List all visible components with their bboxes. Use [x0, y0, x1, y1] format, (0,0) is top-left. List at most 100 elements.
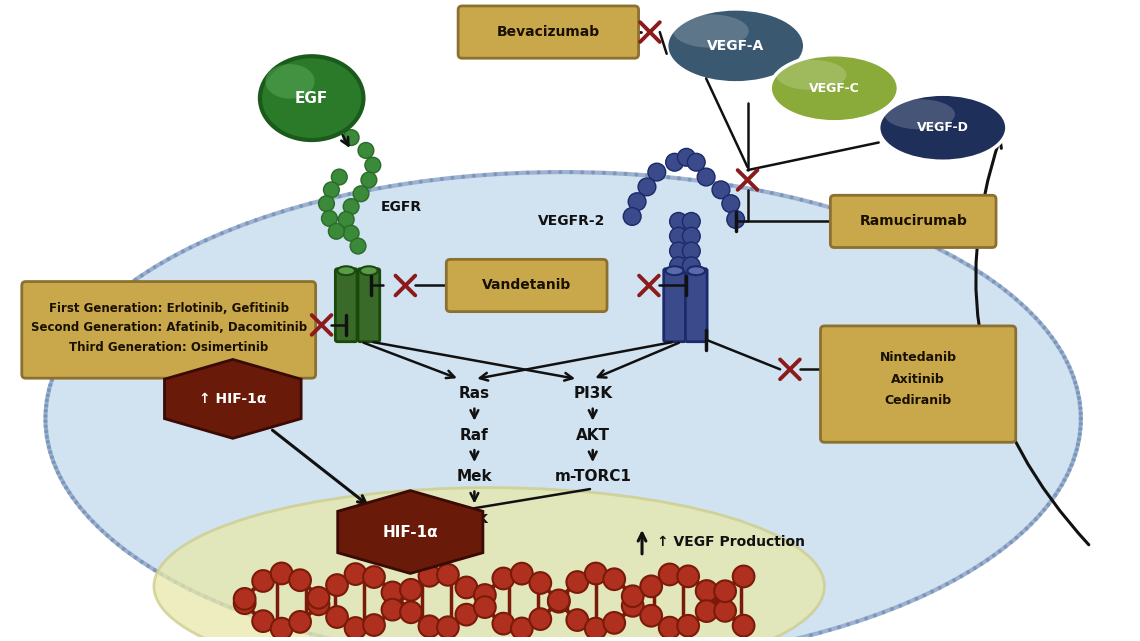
Circle shape	[166, 257, 171, 261]
Circle shape	[677, 565, 699, 587]
Circle shape	[1015, 297, 1018, 301]
Circle shape	[959, 574, 963, 578]
Circle shape	[603, 569, 625, 590]
Circle shape	[1009, 293, 1013, 297]
Circle shape	[48, 383, 52, 387]
Circle shape	[898, 604, 902, 608]
Circle shape	[96, 524, 99, 528]
Circle shape	[50, 378, 54, 382]
Circle shape	[343, 129, 359, 146]
Circle shape	[220, 602, 223, 606]
Circle shape	[71, 338, 74, 342]
Circle shape	[270, 618, 293, 640]
Circle shape	[669, 228, 687, 245]
Circle shape	[1057, 488, 1060, 492]
Circle shape	[979, 562, 984, 566]
Circle shape	[82, 510, 86, 514]
Circle shape	[318, 635, 323, 638]
Circle shape	[1034, 517, 1037, 521]
Circle shape	[1025, 527, 1028, 531]
Circle shape	[730, 183, 733, 187]
Circle shape	[290, 569, 311, 591]
Circle shape	[669, 242, 687, 260]
Circle shape	[96, 309, 99, 313]
Circle shape	[677, 176, 681, 180]
Circle shape	[569, 170, 573, 174]
Circle shape	[367, 188, 372, 192]
Circle shape	[760, 189, 764, 193]
Circle shape	[914, 597, 919, 601]
Circle shape	[262, 215, 267, 219]
Circle shape	[196, 242, 200, 246]
FancyBboxPatch shape	[821, 326, 1016, 442]
Circle shape	[262, 618, 267, 622]
Circle shape	[237, 609, 241, 613]
Circle shape	[408, 181, 413, 185]
Circle shape	[603, 612, 625, 634]
Circle shape	[809, 633, 813, 637]
Circle shape	[945, 251, 948, 255]
Circle shape	[952, 255, 956, 259]
Circle shape	[709, 180, 712, 184]
Circle shape	[624, 208, 641, 226]
Circle shape	[1057, 345, 1060, 349]
Circle shape	[54, 465, 58, 469]
Circle shape	[1019, 531, 1024, 535]
Circle shape	[364, 566, 385, 588]
Ellipse shape	[885, 99, 955, 129]
Circle shape	[559, 170, 562, 174]
Circle shape	[153, 265, 157, 269]
Text: Vandetanib: Vandetanib	[482, 278, 571, 292]
Circle shape	[220, 231, 223, 235]
Polygon shape	[164, 360, 301, 438]
Circle shape	[474, 596, 496, 618]
Circle shape	[770, 191, 774, 195]
Circle shape	[1078, 417, 1083, 420]
Circle shape	[234, 592, 255, 614]
Circle shape	[46, 440, 50, 444]
Text: PI3K: PI3K	[573, 387, 612, 401]
Circle shape	[116, 542, 120, 547]
Circle shape	[365, 157, 381, 173]
Text: Mek: Mek	[457, 469, 492, 485]
Text: Ras: Ras	[458, 387, 490, 401]
Circle shape	[67, 343, 72, 347]
Circle shape	[146, 564, 150, 568]
Circle shape	[318, 199, 323, 203]
Circle shape	[585, 563, 606, 585]
Circle shape	[1062, 478, 1066, 482]
Circle shape	[343, 226, 359, 241]
Circle shape	[1065, 473, 1069, 477]
Circle shape	[809, 200, 813, 204]
Ellipse shape	[879, 94, 1007, 162]
Circle shape	[972, 566, 977, 570]
Circle shape	[400, 579, 422, 601]
Circle shape	[47, 445, 51, 449]
Circle shape	[1060, 483, 1064, 487]
Circle shape	[450, 176, 455, 179]
Circle shape	[437, 564, 458, 586]
Circle shape	[290, 627, 294, 631]
Circle shape	[166, 576, 171, 580]
Circle shape	[733, 615, 755, 637]
Circle shape	[1073, 381, 1077, 385]
Circle shape	[116, 291, 120, 295]
Circle shape	[529, 608, 551, 630]
Circle shape	[332, 169, 348, 185]
Circle shape	[780, 193, 784, 197]
Circle shape	[641, 576, 662, 597]
Circle shape	[687, 178, 692, 181]
Circle shape	[173, 253, 178, 257]
Circle shape	[526, 171, 530, 174]
Text: HIF-1α: HIF-1α	[383, 524, 438, 540]
Circle shape	[722, 195, 740, 213]
Circle shape	[634, 172, 638, 176]
Circle shape	[890, 607, 894, 611]
Circle shape	[140, 560, 144, 564]
Circle shape	[511, 617, 532, 639]
Circle shape	[492, 568, 514, 589]
Circle shape	[819, 631, 822, 635]
Ellipse shape	[667, 9, 805, 83]
Ellipse shape	[673, 15, 749, 47]
Circle shape	[1039, 512, 1042, 517]
